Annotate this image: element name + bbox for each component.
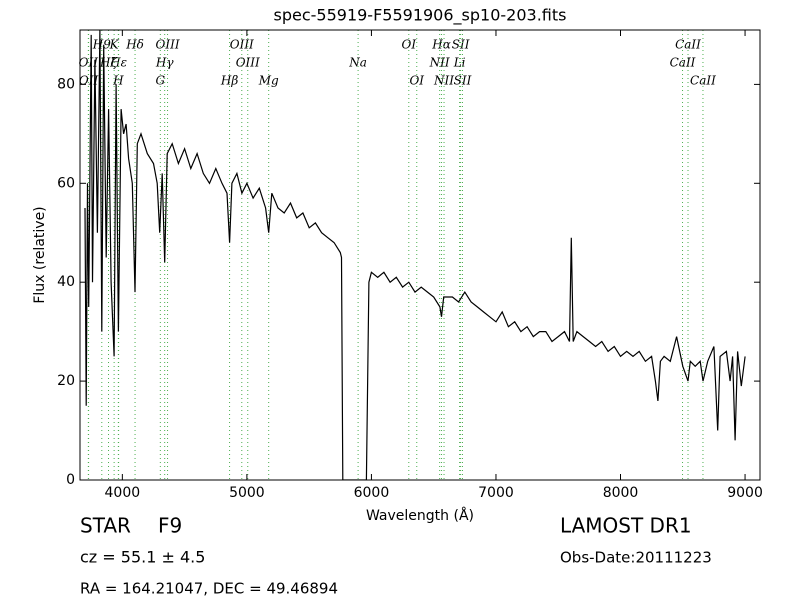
survey: LAMOST DR1 — [560, 514, 692, 538]
y-tick-label: 20 — [57, 373, 75, 389]
spectrum-line — [84, 30, 746, 480]
x-tick-label: 5000 — [229, 485, 265, 501]
x-axis-label: Wavelength (Å) — [366, 507, 474, 524]
object-class: STAR — [80, 514, 131, 538]
y-tick-label: 80 — [57, 76, 75, 92]
spectral-line-label: CaII — [690, 74, 716, 88]
chart-title: spec-55919-F5591906_sp10-203.fits — [274, 6, 567, 26]
spectral-line-label: K — [109, 38, 120, 52]
spectral-line-label: CaII — [675, 38, 701, 52]
y-axis-label: Flux (relative) — [32, 206, 48, 303]
spectral-line-label: Hγ — [155, 56, 174, 70]
spectral-line-label: Na — [348, 56, 367, 70]
spectral-line-label: OIII — [230, 38, 254, 52]
spectral-line-label: OIII — [236, 56, 260, 70]
spectral-line-label: OIII — [156, 38, 180, 52]
spectral-line-label: OI — [409, 74, 424, 88]
x-tick-label: 8000 — [603, 485, 639, 501]
y-tick-label: 0 — [66, 472, 75, 488]
subclass: F9 — [158, 514, 182, 538]
spectral-line-label: CaII — [670, 56, 696, 70]
x-tick-label: 7000 — [478, 485, 514, 501]
spectral-line-label: Hδ — [125, 38, 144, 52]
obs-date: Obs-Date:20111223 — [560, 549, 712, 567]
plot-frame — [79, 29, 761, 481]
spectral-line-label: Mg — [258, 74, 279, 88]
spectral-line-label: H9 — [92, 38, 111, 52]
redshift: cz = 55.1 ± 4.5 — [80, 548, 205, 567]
spectral-line-label: G — [156, 74, 166, 88]
spectral-line-label: Li — [453, 56, 466, 70]
spectral-line-label: Hβ — [220, 74, 238, 88]
spectral-line-label: SII — [454, 74, 472, 88]
x-tick-label: 6000 — [354, 485, 390, 501]
spectral-line-label: OI — [402, 38, 417, 52]
spectral-line-label: Hα — [431, 38, 451, 52]
y-tick-label: 40 — [57, 274, 75, 290]
spectral-line-label: NII — [433, 74, 454, 88]
x-tick-label: 9000 — [727, 485, 763, 501]
coordinates: RA = 164.21047, DEC = 49.46894 — [80, 580, 338, 598]
spectral-line-label: SII — [452, 38, 470, 52]
x-tick-label: 4000 — [105, 485, 141, 501]
y-tick-label: 60 — [57, 175, 75, 191]
spectral-line-label: H — [112, 74, 124, 88]
spectral-line-label: NII — [429, 56, 450, 70]
